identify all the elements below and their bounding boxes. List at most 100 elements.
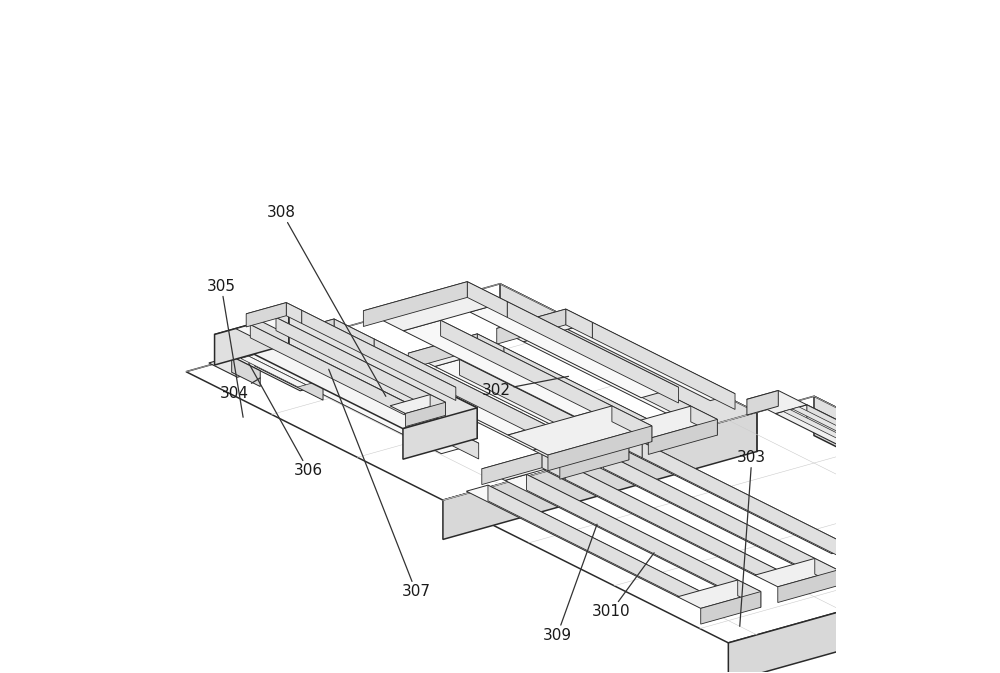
Polygon shape [622,406,717,439]
Polygon shape [435,359,602,438]
Polygon shape [582,453,815,565]
Polygon shape [934,409,1000,528]
Polygon shape [287,310,456,392]
Polygon shape [792,407,982,500]
Text: 306: 306 [249,363,323,479]
Polygon shape [482,452,565,481]
Text: 3010: 3010 [592,553,654,619]
Polygon shape [642,442,853,563]
Polygon shape [270,357,479,454]
Polygon shape [276,318,430,408]
Polygon shape [747,390,807,414]
Polygon shape [533,431,629,464]
Polygon shape [403,320,612,417]
Text: 3011: 3011 [0,672,1,673]
Text: 305: 305 [207,279,243,417]
Polygon shape [500,284,757,452]
Polygon shape [691,406,717,435]
Polygon shape [747,390,778,415]
Polygon shape [678,580,761,608]
Polygon shape [391,372,558,450]
Polygon shape [548,334,691,422]
Polygon shape [408,334,504,367]
Polygon shape [543,464,776,575]
Polygon shape [602,431,629,460]
Polygon shape [460,359,602,447]
Polygon shape [209,357,260,377]
Polygon shape [778,570,838,602]
Polygon shape [497,309,592,342]
Polygon shape [488,485,699,606]
Text: 307: 307 [329,369,431,599]
Polygon shape [755,559,838,587]
Polygon shape [728,539,1000,673]
Polygon shape [592,322,735,409]
Polygon shape [560,444,629,479]
Polygon shape [249,354,314,385]
Text: 308: 308 [267,205,386,396]
Polygon shape [466,485,699,597]
Polygon shape [374,339,545,440]
Polygon shape [363,282,467,326]
Text: 3012: 3012 [0,672,1,673]
Polygon shape [215,314,477,429]
Polygon shape [186,284,757,500]
Polygon shape [255,350,323,400]
Polygon shape [430,394,446,415]
Polygon shape [286,303,302,324]
Polygon shape [262,318,430,398]
Polygon shape [565,464,776,585]
Text: 303: 303 [737,450,766,627]
Polygon shape [403,408,477,459]
Polygon shape [246,303,302,322]
Polygon shape [443,413,757,540]
Polygon shape [215,314,289,365]
Polygon shape [701,592,761,624]
Polygon shape [443,396,1000,643]
Polygon shape [507,302,678,403]
Polygon shape [807,404,990,512]
Polygon shape [230,319,374,368]
Polygon shape [619,431,642,458]
Polygon shape [390,394,446,413]
Polygon shape [334,319,374,355]
Polygon shape [526,474,738,596]
Polygon shape [441,320,612,422]
Polygon shape [505,474,738,586]
Polygon shape [289,314,477,438]
Polygon shape [415,372,558,459]
Polygon shape [241,356,306,387]
Polygon shape [542,452,565,479]
Polygon shape [568,322,735,400]
Polygon shape [621,442,853,554]
Polygon shape [408,334,477,369]
Text: 302: 302 [482,376,569,398]
Polygon shape [232,350,323,391]
Polygon shape [504,347,647,434]
Polygon shape [250,324,404,415]
Polygon shape [337,339,545,435]
Polygon shape [548,426,652,470]
Polygon shape [566,309,592,338]
Polygon shape [934,409,1000,466]
Polygon shape [814,396,1000,578]
Polygon shape [497,309,566,344]
Polygon shape [559,431,619,463]
Polygon shape [232,357,260,386]
Polygon shape [815,559,838,586]
Polygon shape [482,452,542,485]
Text: 309: 309 [543,524,597,643]
Polygon shape [559,431,642,459]
Polygon shape [648,419,717,454]
Polygon shape [363,282,507,330]
Polygon shape [523,334,691,413]
Polygon shape [246,303,286,327]
Polygon shape [738,580,761,607]
Polygon shape [477,334,504,363]
Text: 301: 301 [0,672,1,673]
Polygon shape [479,347,647,425]
Polygon shape [783,409,973,503]
Text: 304: 304 [220,378,260,401]
Polygon shape [467,282,507,318]
Polygon shape [604,453,815,574]
